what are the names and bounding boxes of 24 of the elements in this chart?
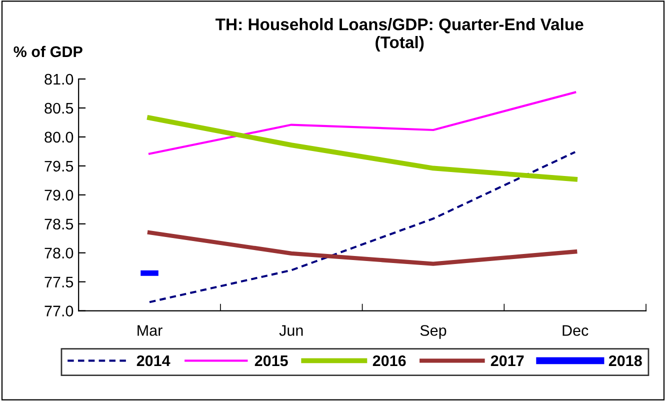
y-tick-label: 78.0	[44, 248, 74, 259]
chart-title: TH: Household Loans/GDP: Quarter-End Value (Total)	[216, 18, 584, 52]
y-tick-label: 77.0	[44, 306, 74, 316]
y-axis-title: % of GDP	[14, 46, 82, 58]
x-tick-label: Dec	[562, 325, 588, 336]
legend-label: 2016	[372, 355, 406, 366]
y-tick-label: 77.5	[44, 276, 74, 288]
line-series	[147, 230, 578, 266]
y-tick-label: 79.5	[44, 160, 74, 172]
line-series	[147, 115, 578, 182]
legend-label: 2014	[136, 355, 170, 366]
legend-label: 2015	[254, 355, 288, 366]
line-series	[148, 150, 576, 304]
y-tick-label: 79.0	[44, 190, 74, 201]
x-tick-label: Jun	[279, 325, 303, 336]
legend-label: 2017	[490, 355, 524, 366]
y-tick-label: 78.5	[44, 218, 74, 230]
y-tick-label: 80.5	[44, 102, 74, 114]
line-series	[148, 91, 576, 155]
y-tick-label: 80.0	[44, 132, 74, 143]
x-tick-label: Sep	[420, 325, 446, 339]
x-tick-label: Mar	[138, 325, 162, 336]
legend-label: 2018	[608, 355, 642, 366]
y-tick-label: 81.0	[44, 74, 74, 85]
